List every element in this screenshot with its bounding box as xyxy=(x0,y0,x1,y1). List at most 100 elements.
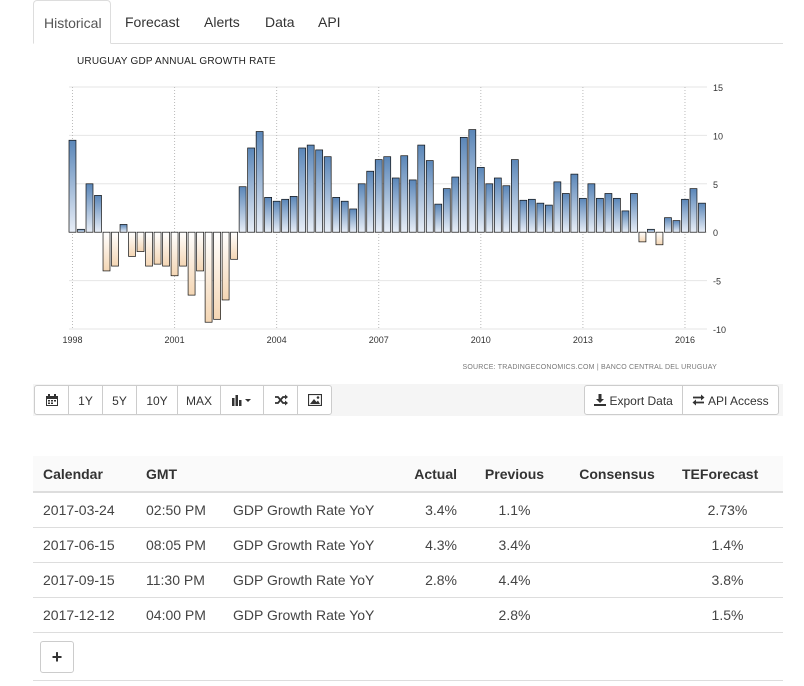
chart-bar xyxy=(85,183,94,233)
chart-bar xyxy=(604,193,613,233)
chart-bar xyxy=(442,188,451,233)
tab-forecast[interactable]: Forecast xyxy=(125,14,180,30)
chart-bar xyxy=(528,198,536,233)
cell-event[interactable]: GDP Growth Rate YoY xyxy=(223,492,398,528)
chart-bar xyxy=(366,170,375,233)
export-button-group: Export Data API Access xyxy=(584,385,779,415)
tab-bar: Historical Forecast Alerts Data API xyxy=(33,0,783,44)
chart-bar xyxy=(162,231,170,267)
range-max-button[interactable]: MAX xyxy=(177,385,221,415)
chart-bar xyxy=(255,131,264,233)
chart-bar xyxy=(204,231,213,323)
chart-bar xyxy=(493,177,502,233)
chart-bar xyxy=(196,231,204,272)
range-1y-button[interactable]: 1Y xyxy=(68,385,103,415)
chart-bar xyxy=(323,156,332,233)
chart-bar xyxy=(315,149,324,233)
chart-bar xyxy=(102,231,111,272)
bar-chart-icon xyxy=(232,395,251,406)
chart-bar xyxy=(340,200,349,233)
chart-bar xyxy=(408,179,417,233)
chart-bar xyxy=(681,198,689,233)
header-event xyxy=(223,456,398,493)
chart-bar xyxy=(630,193,638,233)
table-header-row: Calendar GMT Actual Previous Consensus T… xyxy=(33,456,783,493)
chart-bar xyxy=(417,144,426,233)
chart-bar xyxy=(400,155,409,233)
chart-bar xyxy=(698,202,706,233)
y-tick-label: 0 xyxy=(713,228,718,238)
calendar-button[interactable] xyxy=(34,385,69,415)
export-data-button[interactable]: Export Data xyxy=(584,385,683,415)
cell-previous: 3.4% xyxy=(467,527,562,563)
tab-data[interactable]: Data xyxy=(265,14,295,30)
chart-bar xyxy=(153,231,162,265)
shuffle-button[interactable] xyxy=(263,385,298,415)
chart-bar xyxy=(647,228,655,233)
chart-bar xyxy=(459,136,468,233)
chart-bar xyxy=(621,210,630,233)
range-10y-button[interactable]: 10Y xyxy=(136,385,178,415)
header-calendar: Calendar xyxy=(33,456,136,493)
cell-event[interactable]: GDP Growth Rate YoY xyxy=(223,562,398,598)
cell-event[interactable]: GDP Growth Rate YoY xyxy=(223,527,398,563)
header-previous: Previous xyxy=(467,456,562,493)
range-5y-button[interactable]: 5Y xyxy=(102,385,137,415)
chart-bar xyxy=(672,220,681,233)
chart-bar xyxy=(536,202,545,233)
x-tick-label: 2004 xyxy=(267,335,287,345)
tab-alerts[interactable]: Alerts xyxy=(204,14,240,30)
cell-consensus xyxy=(562,527,672,563)
exchange-icon xyxy=(692,394,705,406)
chart-bar xyxy=(664,217,672,233)
add-row-button[interactable]: + xyxy=(40,641,74,673)
chart-bar xyxy=(272,200,281,233)
cell-teforecast: 1.4% xyxy=(672,527,783,563)
tab-historical[interactable]: Historical xyxy=(33,0,111,44)
cell-actual: 3.4% xyxy=(398,492,467,528)
image-icon xyxy=(307,393,322,407)
chart-bar xyxy=(519,199,528,233)
cell-time: 08:05 PM xyxy=(136,527,223,563)
range-button-group: 1Y 5Y 10Y MAX xyxy=(34,385,332,415)
cell-actual: 4.3% xyxy=(398,527,467,563)
chart-bar xyxy=(587,183,596,233)
chart-bar xyxy=(349,208,358,233)
tab-api[interactable]: API xyxy=(318,14,341,30)
cell-date: 2017-09-15 xyxy=(33,562,136,598)
cell-consensus xyxy=(562,597,672,633)
y-tick-label: 10 xyxy=(713,131,723,141)
chart-bar xyxy=(94,195,102,233)
api-access-button[interactable]: API Access xyxy=(682,385,779,415)
table-row: 2017-12-12 04:00 PM GDP Growth Rate YoY … xyxy=(33,597,783,633)
chart-title: URUGUAY GDP ANNUAL GROWTH RATE xyxy=(77,56,276,67)
chart-bar xyxy=(128,231,136,257)
chart-bar xyxy=(562,193,570,233)
cell-previous: 2.8% xyxy=(467,597,562,633)
image-button[interactable] xyxy=(297,385,332,415)
cell-teforecast: 3.8% xyxy=(672,562,783,598)
chart-type-button[interactable] xyxy=(220,385,264,415)
chart-bar xyxy=(374,159,383,233)
chart-bar xyxy=(391,177,400,233)
chart-bar xyxy=(179,231,187,267)
chart-bar xyxy=(451,176,460,233)
chart-bar xyxy=(425,160,434,233)
chart-bar xyxy=(187,231,196,296)
header-consensus: Consensus xyxy=(562,456,672,493)
chart-bar xyxy=(485,183,494,233)
cell-event[interactable]: GDP Growth Rate YoY xyxy=(223,597,398,633)
chart-bar xyxy=(434,203,443,233)
chart-toolbar: 1Y 5Y 10Y MAX xyxy=(33,384,783,416)
cell-actual: 2.8% xyxy=(398,562,467,598)
x-tick-label: 2001 xyxy=(165,335,185,345)
cell-time: 04:00 PM xyxy=(136,597,223,633)
api-access-label: API Access xyxy=(707,394,769,408)
chart-bar xyxy=(579,197,587,233)
chart-bar xyxy=(77,228,85,233)
cell-date: 2017-12-12 xyxy=(33,597,136,633)
chart-bar xyxy=(111,231,119,267)
cell-consensus xyxy=(562,562,672,598)
download-icon xyxy=(594,394,607,406)
export-data-label: Export Data xyxy=(609,394,673,408)
